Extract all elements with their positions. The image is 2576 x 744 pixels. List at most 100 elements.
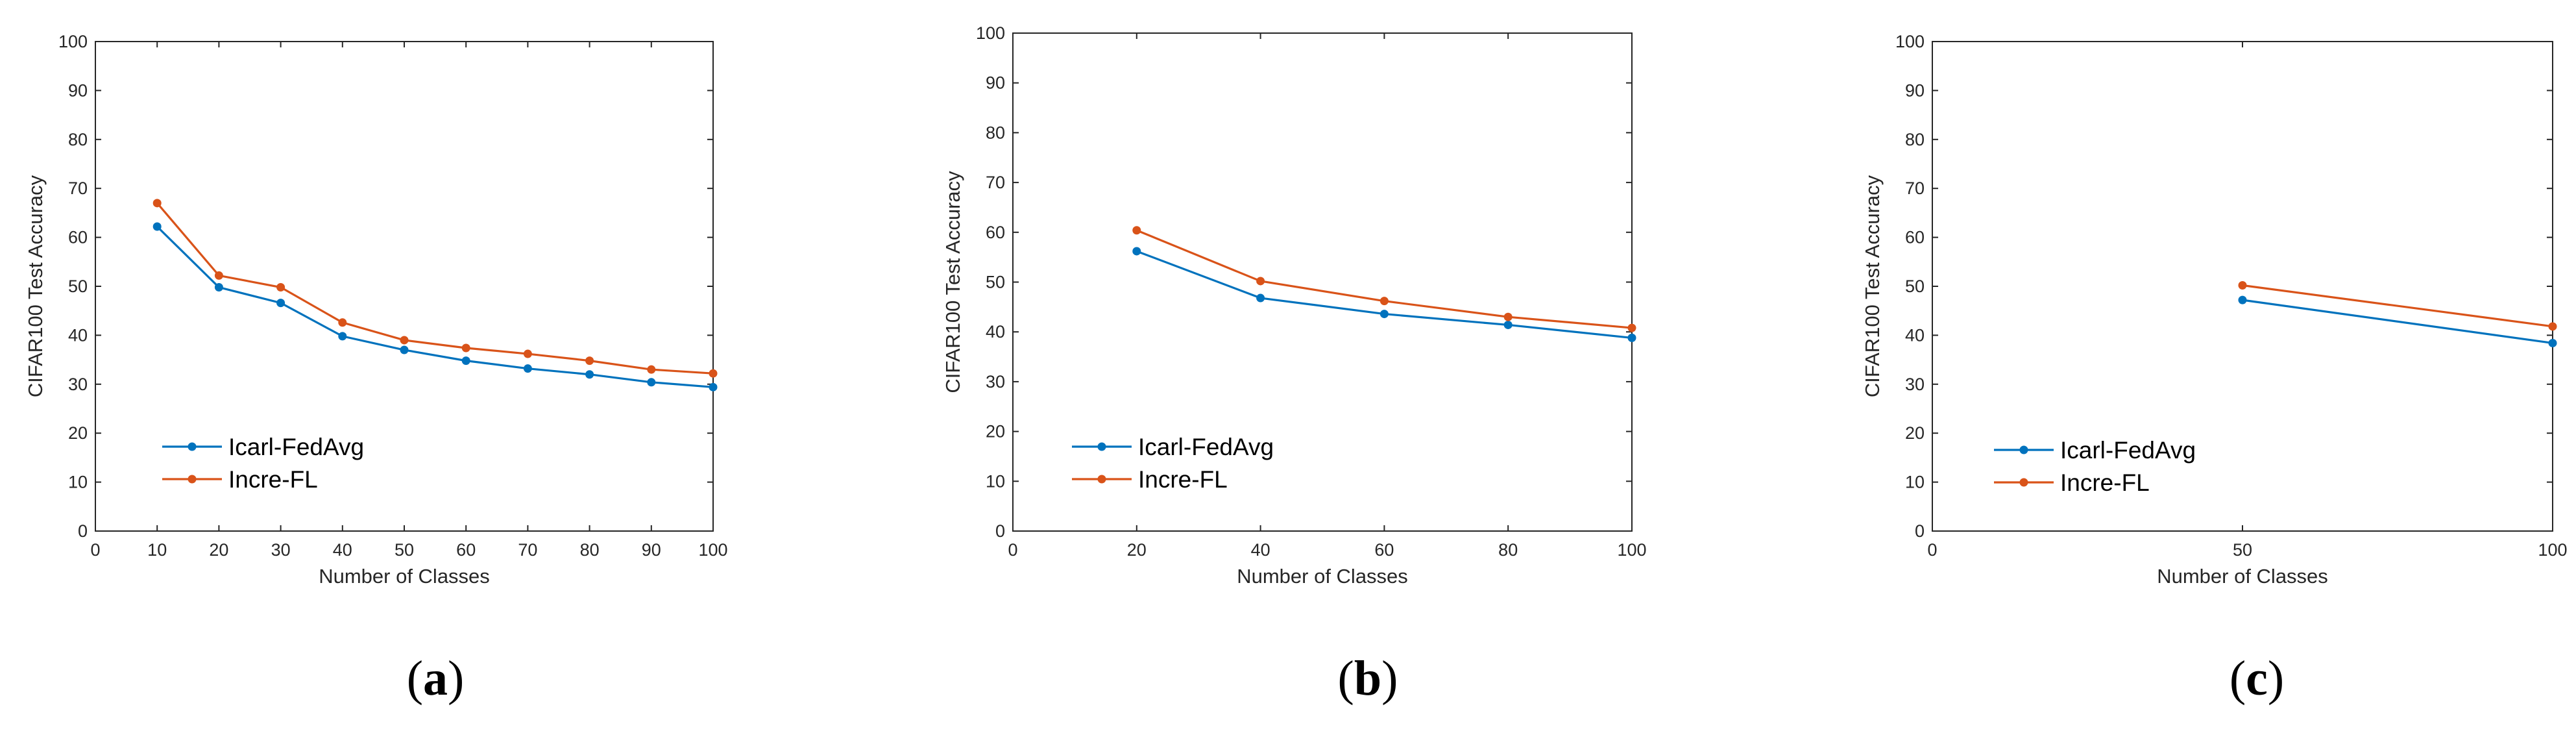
data-point bbox=[2238, 280, 2247, 290]
data-point bbox=[1132, 226, 1141, 235]
y-tick-label: 90 bbox=[986, 73, 1005, 93]
y-tick-label: 10 bbox=[1905, 473, 1925, 492]
axes-box bbox=[1012, 32, 1633, 532]
data-point bbox=[1256, 293, 1265, 303]
x-tick-label: 80 bbox=[580, 540, 600, 560]
y-tick-label: 30 bbox=[986, 372, 1005, 391]
data-point bbox=[338, 332, 347, 341]
y-tick-label: 10 bbox=[986, 471, 1005, 491]
y-tick-label: 20 bbox=[986, 422, 1005, 441]
legend-marker bbox=[1097, 475, 1106, 484]
x-tick-label: 0 bbox=[1927, 540, 1937, 560]
series-line-icarl-fedavg bbox=[156, 225, 714, 388]
data-point bbox=[2548, 338, 2557, 347]
data-point bbox=[1503, 320, 1513, 329]
y-tick-label: 0 bbox=[1915, 521, 1925, 541]
y-tick-label: 90 bbox=[1905, 81, 1925, 100]
data-point bbox=[585, 370, 594, 379]
x-tick-label: 50 bbox=[395, 540, 414, 560]
data-point bbox=[1379, 297, 1389, 306]
y-tick-label: 70 bbox=[1905, 179, 1925, 198]
legend-marker bbox=[188, 475, 197, 484]
x-tick-label: 100 bbox=[698, 540, 727, 560]
y-tick-label: 60 bbox=[986, 223, 1005, 242]
legend-label: Icarl-FedAvg bbox=[2060, 437, 2196, 464]
chart-panel-a: 0 10 20 30 40 50 60 70 80 90 100 0 10 20 30 40 50 60 70 80 9… bbox=[24, 32, 728, 706]
y-tick-label: 70 bbox=[68, 179, 88, 198]
series-line-incre-fl bbox=[156, 202, 714, 375]
data-point bbox=[2548, 322, 2557, 331]
y-tick-label: 50 bbox=[1905, 277, 1925, 296]
legend-label: Incre-FL bbox=[228, 466, 318, 493]
data-point bbox=[1503, 312, 1513, 321]
y-axis-label: CIFAR100 Test Accuracy bbox=[1861, 175, 1884, 397]
y-tick-label: 80 bbox=[1905, 130, 1925, 149]
axes-box bbox=[95, 41, 714, 532]
data-point bbox=[1256, 277, 1265, 286]
data-point bbox=[1627, 323, 1636, 332]
x-tick-label: 30 bbox=[271, 540, 291, 560]
x-axis-label: Number of Classes bbox=[319, 565, 490, 588]
data-point bbox=[709, 369, 718, 378]
data-point bbox=[214, 271, 223, 280]
data-point bbox=[647, 365, 656, 374]
data-point bbox=[152, 222, 162, 231]
y-tick-label: 40 bbox=[1905, 325, 1925, 345]
data-point bbox=[647, 378, 656, 387]
data-point bbox=[338, 318, 347, 327]
data-point bbox=[2238, 295, 2247, 304]
data-point bbox=[152, 199, 162, 208]
x-tick-label: 100 bbox=[2538, 540, 2567, 560]
data-point bbox=[1379, 310, 1389, 319]
legend-label: Icarl-FedAvg bbox=[228, 434, 364, 460]
data-point bbox=[523, 364, 532, 373]
y-tick-label: 30 bbox=[1905, 375, 1925, 394]
y-tick-label: 80 bbox=[68, 130, 88, 149]
y-tick-label: 20 bbox=[1905, 423, 1925, 443]
data-point bbox=[461, 343, 470, 353]
data-point bbox=[214, 283, 223, 292]
y-axis-label: CIFAR100 Test Accuracy bbox=[942, 171, 964, 393]
data-point bbox=[400, 345, 409, 354]
legend-marker bbox=[2019, 445, 2028, 454]
y-tick-label: 80 bbox=[986, 123, 1005, 142]
x-tick-label: 60 bbox=[1374, 540, 1394, 560]
chart-panel-c: 0 10 20 30 40 50 60 70 80 90 100 0 50 100 Number of Cl… bbox=[1861, 32, 2568, 706]
x-axis-label: Number of Classes bbox=[2157, 565, 2328, 588]
series-line-incre-fl bbox=[2242, 284, 2553, 328]
x-tick-label: 40 bbox=[1251, 540, 1270, 560]
data-point bbox=[709, 382, 718, 391]
y-tick-label: 70 bbox=[986, 173, 1005, 192]
legend-marker bbox=[2019, 478, 2028, 487]
legend-marker bbox=[188, 442, 197, 451]
x-tick-label: 20 bbox=[1127, 540, 1147, 560]
y-axis-label: CIFAR100 Test Accuracy bbox=[24, 175, 47, 397]
y-tick-label: 100 bbox=[1895, 32, 1925, 51]
series-line-icarl-fedavg bbox=[1136, 250, 1633, 339]
y-tick-label: 100 bbox=[976, 23, 1005, 43]
y-tick-label: 50 bbox=[68, 277, 88, 296]
legend-label: Incre-FL bbox=[2060, 469, 2150, 496]
y-tick-label: 100 bbox=[58, 32, 88, 51]
panel-caption: (b) bbox=[1338, 651, 1398, 706]
y-tick-label: 40 bbox=[986, 322, 1005, 341]
x-tick-label: 0 bbox=[1008, 540, 1017, 560]
y-tick-label: 0 bbox=[995, 521, 1005, 541]
chart-panel-b: 0 10 20 30 40 50 60 70 80 90 100 0 20 40 60 80 100 Number… bbox=[942, 23, 1647, 706]
x-tick-label: 70 bbox=[518, 540, 537, 560]
data-point bbox=[276, 283, 286, 292]
data-point bbox=[1132, 247, 1141, 256]
y-tick-label: 40 bbox=[68, 325, 88, 345]
legend-label: Icarl-FedAvg bbox=[1138, 434, 1274, 460]
data-point bbox=[1627, 333, 1636, 342]
y-tick-label: 10 bbox=[68, 473, 88, 492]
data-point bbox=[400, 336, 409, 345]
y-tick-label: 0 bbox=[78, 521, 88, 541]
data-point bbox=[523, 349, 532, 358]
x-tick-label: 50 bbox=[2233, 540, 2252, 560]
legend-marker bbox=[1097, 442, 1106, 451]
y-tick-label: 30 bbox=[68, 375, 88, 394]
panel-caption: (c) bbox=[2230, 651, 2284, 706]
data-point bbox=[585, 356, 594, 366]
